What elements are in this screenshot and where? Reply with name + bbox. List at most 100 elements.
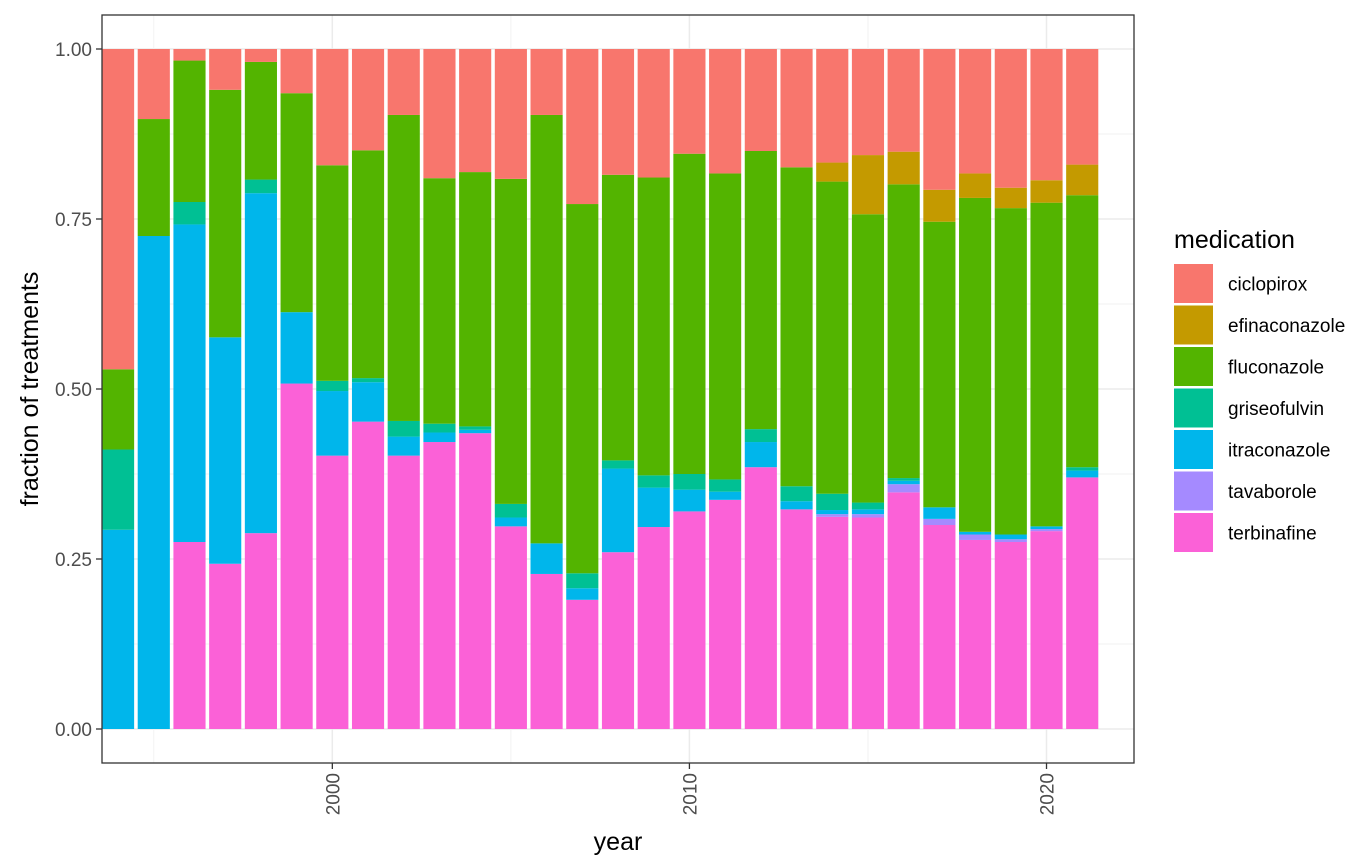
bar-segment-ciclopirox-2004 xyxy=(459,49,492,173)
bar-segment-terbinafine-2009 xyxy=(637,527,670,729)
bar-segment-ciclopirox-2015 xyxy=(851,49,885,156)
bar-segment-fluconazole-2018 xyxy=(959,197,992,532)
bar-segment-griseofulvin-2008 xyxy=(601,460,635,469)
legend-key-tavaborole xyxy=(1174,471,1213,511)
bar-segment-itraconazole-2000 xyxy=(316,391,349,456)
bar-segment-fluconazole-2006 xyxy=(530,114,563,544)
x-tick-label: 2000 xyxy=(323,773,344,815)
x-axis: 2000 2010 2020 xyxy=(323,763,1059,815)
bars-layer xyxy=(102,49,1099,729)
bar-segment-terbinafine-2017 xyxy=(923,525,956,729)
bar-segment-ciclopirox-1995 xyxy=(137,49,170,120)
bar-segment-efinaconazole-2017 xyxy=(923,189,956,222)
bar-segment-ciclopirox-2012 xyxy=(744,49,777,151)
bar-segment-itraconazole-1998 xyxy=(244,193,277,534)
bar-segment-fluconazole-2019 xyxy=(994,208,1027,535)
bar-segment-terbinafine-2019 xyxy=(994,542,1027,729)
bar-segment-itraconazole-1994 xyxy=(102,529,135,729)
bar-segment-terbinafine-2018 xyxy=(959,539,992,729)
bar-segment-griseofulvin-2007 xyxy=(566,573,599,589)
y-axis-title: fraction of treatments xyxy=(16,272,44,507)
bar-segment-terbinafine-1996 xyxy=(173,542,206,729)
legend-key-efinaconazole xyxy=(1174,305,1213,345)
bar-segment-terbinafine-2013 xyxy=(780,509,813,729)
bar-segment-ciclopirox-2016 xyxy=(887,49,920,152)
bar-segment-terbinafine-2005 xyxy=(494,526,527,729)
bar-segment-itraconazole-2005 xyxy=(494,517,527,527)
bar-segment-terbinafine-2000 xyxy=(316,455,349,729)
bar-segment-terbinafine-2001 xyxy=(351,421,385,729)
legend-title: medication xyxy=(1174,226,1295,254)
legend-label-ciclopirox: ciclopirox xyxy=(1228,275,1308,296)
bar-segment-tavaborole-2014 xyxy=(816,514,849,517)
bar-segment-ciclopirox-1994 xyxy=(102,49,135,370)
bar-segment-efinaconazole-2019 xyxy=(994,187,1027,209)
legend-label-terbinafine: terbinafine xyxy=(1228,524,1317,545)
bar-segment-fluconazole-2007 xyxy=(566,204,599,574)
legend-label-itraconazole: itraconazole xyxy=(1228,441,1330,462)
bar-segment-tavaborole-2018 xyxy=(959,534,992,540)
bar-segment-griseofulvin-2011 xyxy=(709,479,742,492)
bar-segment-fluconazole-1997 xyxy=(209,89,242,338)
bar-segment-ciclopirox-2020 xyxy=(1030,49,1063,181)
y-tick-label: 0.00 xyxy=(55,720,92,741)
bar-segment-fluconazole-1999 xyxy=(280,93,313,313)
bar-segment-griseofulvin-2013 xyxy=(780,486,813,502)
bar-segment-itraconazole-2002 xyxy=(387,436,420,456)
bar-segment-itraconazole-2013 xyxy=(780,501,813,510)
bar-segment-ciclopirox-2000 xyxy=(316,49,349,166)
bar-segment-ciclopirox-1999 xyxy=(280,49,313,94)
bar-segment-efinaconazole-2020 xyxy=(1030,180,1063,203)
bar-segment-fluconazole-2011 xyxy=(709,173,742,480)
bar-segment-efinaconazole-2016 xyxy=(887,151,920,185)
bar-segment-ciclopirox-2007 xyxy=(566,49,599,205)
bar-segment-efinaconazole-2014 xyxy=(816,162,849,182)
bar-segment-terbinafine-2014 xyxy=(816,516,849,729)
bar-segment-itraconazole-2019 xyxy=(994,534,1027,540)
bar-segment-griseofulvin-2014 xyxy=(816,493,849,511)
bar-segment-ciclopirox-2013 xyxy=(780,49,813,168)
bar-segment-griseofulvin-2004 xyxy=(459,426,492,430)
bar-segment-griseofulvin-2001 xyxy=(351,378,385,383)
bar-segment-terbinafine-2020 xyxy=(1030,531,1063,729)
bar-segment-fluconazole-2009 xyxy=(637,177,670,476)
legend-label-fluconazole: fluconazole xyxy=(1228,358,1324,379)
bar-segment-ciclopirox-2002 xyxy=(387,49,420,115)
bar-segment-itraconazole-1996 xyxy=(173,224,206,542)
bar-segment-efinaconazole-2015 xyxy=(851,155,885,215)
bar-segment-ciclopirox-1996 xyxy=(173,49,206,61)
bar-segment-itraconazole-2017 xyxy=(923,507,956,519)
bar-segment-ciclopirox-1998 xyxy=(244,49,277,62)
bar-segment-terbinafine-2007 xyxy=(566,599,599,729)
bar-segment-fluconazole-2020 xyxy=(1030,202,1063,527)
bar-segment-fluconazole-1998 xyxy=(244,61,277,180)
bar-segment-itraconazole-2015 xyxy=(851,509,885,515)
bar-segment-ciclopirox-2019 xyxy=(994,49,1027,188)
legend-key-griseofulvin xyxy=(1174,388,1213,428)
bar-segment-itraconazole-2021 xyxy=(1066,470,1099,478)
bar-segment-ciclopirox-2014 xyxy=(816,49,849,163)
bar-segment-itraconazole-2016 xyxy=(887,480,920,485)
bar-segment-griseofulvin-2012 xyxy=(744,429,777,443)
bar-segment-terbinafine-2008 xyxy=(601,552,635,729)
x-tick-label: 2010 xyxy=(680,773,701,815)
bar-segment-itraconazole-2004 xyxy=(459,429,492,434)
legend: medication ciclopirox efinaconazole flucon… xyxy=(1174,226,1345,552)
bar-segment-terbinafine-2010 xyxy=(673,511,706,729)
y-tick-label: 0.25 xyxy=(55,550,92,571)
bar-segment-terbinafine-2016 xyxy=(887,492,920,729)
bar-segment-fluconazole-1994 xyxy=(102,369,135,450)
bar-segment-griseofulvin-1996 xyxy=(173,202,206,225)
legend-label-tavaborole: tavaborole xyxy=(1228,482,1317,503)
bar-segment-ciclopirox-2001 xyxy=(351,49,385,151)
bar-segment-ciclopirox-2003 xyxy=(423,49,456,179)
bar-segment-itraconazole-1999 xyxy=(280,312,313,384)
bar-segment-fluconazole-1996 xyxy=(173,60,206,203)
legend-label-griseofulvin: griseofulvin xyxy=(1228,399,1324,420)
bar-segment-ciclopirox-2009 xyxy=(637,49,670,178)
bar-segment-terbinafine-2015 xyxy=(851,517,885,729)
bar-segment-efinaconazole-2021 xyxy=(1066,164,1099,196)
bar-segment-terbinafine-2003 xyxy=(423,442,456,729)
bar-segment-itraconazole-2014 xyxy=(816,510,849,515)
bar-segment-itraconazole-2007 xyxy=(566,588,599,600)
